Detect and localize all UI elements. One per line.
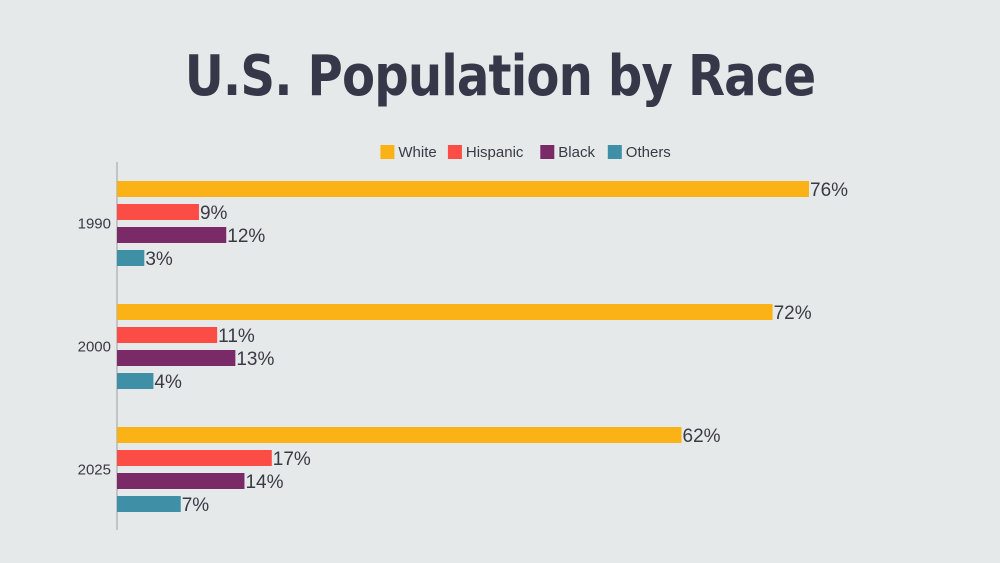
data-label-black-2000: 13% xyxy=(236,349,274,370)
data-label-black-2025: 14% xyxy=(245,472,283,493)
data-label-others-1990: 3% xyxy=(145,249,173,270)
data-label-white-2000: 72% xyxy=(774,303,812,324)
legend-label-black: Black xyxy=(558,144,595,161)
bar-others-1990 xyxy=(117,250,145,266)
data-label-hispanic-2025: 17% xyxy=(273,449,311,470)
bar-black-2000 xyxy=(117,350,236,366)
category-label-1990: 1990 xyxy=(78,216,111,233)
bar-hispanic-1990 xyxy=(117,204,199,220)
data-label-hispanic-2000: 11% xyxy=(218,326,255,347)
data-label-others-2000: 4% xyxy=(154,372,182,393)
category-label-2000: 2000 xyxy=(78,339,111,356)
data-label-hispanic-1990: 9% xyxy=(200,203,228,224)
legend-swatch-white xyxy=(380,145,395,159)
legend-swatch-hispanic xyxy=(447,145,462,159)
legend-label-hispanic: Hispanic xyxy=(466,144,524,161)
bar-hispanic-2025 xyxy=(117,450,272,466)
bar-white-1990 xyxy=(117,181,809,197)
bar-black-2025 xyxy=(117,473,245,489)
data-label-black-1990: 12% xyxy=(227,226,265,247)
legend-label-white: White xyxy=(398,144,436,161)
legend-swatch-others xyxy=(607,145,622,159)
chart-title: U.S. Population by Race xyxy=(184,44,816,109)
legend-label-others: Others xyxy=(626,144,671,161)
bar-others-2000 xyxy=(117,373,154,389)
data-label-white-2025: 62% xyxy=(683,426,721,447)
bar-black-1990 xyxy=(117,227,227,243)
bar-others-2025 xyxy=(117,496,181,512)
data-label-others-2025: 7% xyxy=(182,495,210,516)
legend-swatch-black xyxy=(540,145,555,159)
data-label-white-1990: 76% xyxy=(810,180,848,201)
bar-hispanic-2000 xyxy=(117,327,218,343)
category-label-2025: 2025 xyxy=(78,462,111,479)
bar-white-2025 xyxy=(117,427,682,443)
bar-white-2000 xyxy=(117,304,773,320)
